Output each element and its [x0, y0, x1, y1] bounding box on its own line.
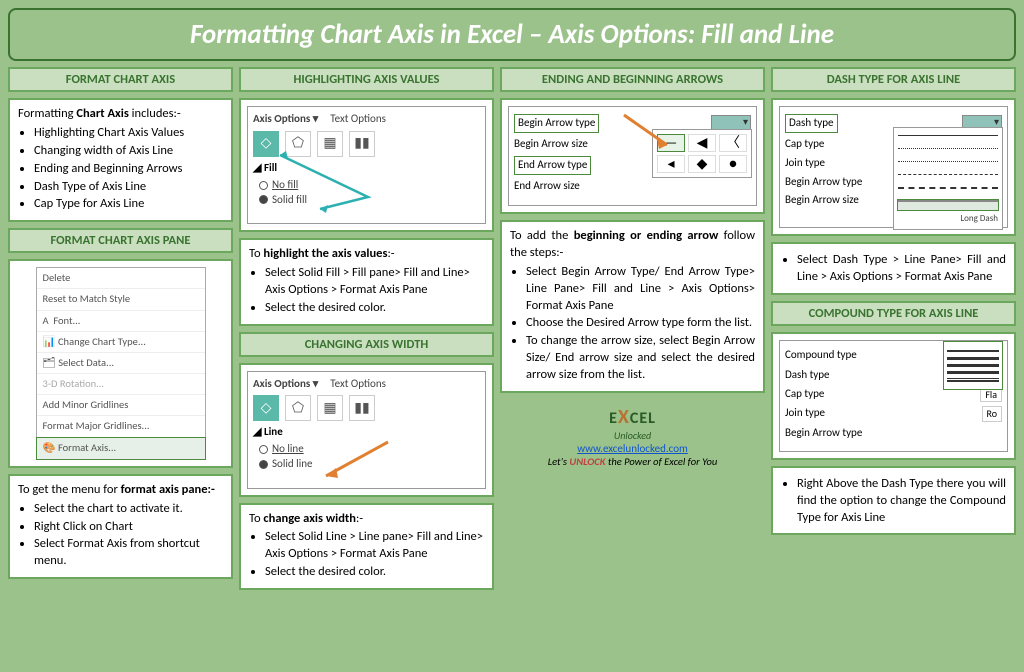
fill-line-icon[interactable]: ◇ [253, 395, 279, 421]
main-title-bar: Formatting Chart Axis in Excel – Axis Op… [8, 8, 1016, 61]
effects-icon[interactable]: ⬠ [285, 395, 311, 421]
radio-no-fill[interactable]: No fill [253, 178, 480, 193]
label-begin-arrow-size: Begin Arrow size [514, 137, 588, 152]
size-icon[interactable]: ▦ [317, 395, 343, 421]
radio-no-line[interactable]: No line [253, 442, 480, 457]
size-icon[interactable]: ▦ [317, 131, 343, 157]
context-menu: Delete Reset to Match Style A Font... 📊 … [36, 267, 206, 460]
dash-round-dot[interactable] [898, 148, 998, 158]
fill-line-icon[interactable]: ◇ [253, 131, 279, 157]
logo: EXCEL [500, 405, 765, 429]
compound-double[interactable] [947, 357, 999, 360]
label-end-arrow-size: End Arrow size [514, 179, 580, 194]
label-begin-arrow-type: Begin Arrow type [514, 114, 599, 133]
label-end-arrow-type: End Arrow type [514, 156, 591, 175]
effects-icon[interactable]: ⬠ [285, 131, 311, 157]
column-2: HIGHLIGHTING AXIS VALUES Axis Options ▾ … [239, 67, 494, 590]
body-format-chart-axis: Formatting Chart Axis includes:- Highlig… [8, 98, 233, 222]
body-format-axis-pane-steps: To get the menu for format axis pane:- S… [8, 474, 233, 579]
dash-dash-dot[interactable] [898, 187, 998, 197]
body-dash-type-steps: Select Dash Type > Line Pane> Fill and L… [771, 242, 1016, 295]
arrow-left-stealth[interactable]: ◂ [657, 155, 685, 173]
menu-3d-rotation: 3-D Rotation... [37, 374, 205, 395]
list-format-chart-axis: Highlighting Chart Axis Values Changing … [18, 125, 223, 213]
body-format-axis-pane: Delete Reset to Match Style A Font... 📊 … [8, 259, 233, 468]
chart-icon[interactable]: ▮▮ [349, 131, 375, 157]
chart-icon[interactable]: ▮▮ [349, 395, 375, 421]
header-compound-type: COMPOUND TYPE FOR AXIS LINE [771, 301, 1016, 326]
screenshot-compound-type: Compound type Dash type Cap typeFla Join… [771, 332, 1016, 460]
menu-reset[interactable]: Reset to Match Style [37, 289, 205, 310]
arrow-none[interactable]: — [657, 134, 685, 152]
dash-dropdown-list: Long Dash [893, 127, 1003, 230]
arrow-oval[interactable]: ● [719, 155, 747, 173]
body-arrows-steps: To add the beginning or ending arrow fol… [500, 220, 765, 393]
label-compound-type: Compound type [785, 348, 857, 363]
menu-select-data[interactable]: 🗂 Select Data... [37, 353, 205, 374]
fill-section: ◢ Fill [253, 161, 480, 176]
screenshot-arrows: Begin Arrow type Begin Arrow size End Ar… [500, 98, 765, 214]
content-grid: FORMAT CHART AXIS Formatting Chart Axis … [8, 67, 1016, 590]
compound-dropdown-list [943, 341, 1003, 390]
header-arrows: ENDING AND BEGINNING ARROWS [500, 67, 765, 92]
header-changing-width: CHANGING AXIS WIDTH [239, 332, 494, 357]
dash-dash[interactable] [898, 174, 998, 184]
arrow-left-open[interactable]: 〈 [719, 134, 747, 152]
icon-row: ◇ ⬠ ▦ ▮▮ [253, 131, 480, 157]
compound-thick-thin[interactable] [947, 364, 999, 367]
column-3: ENDING AND BEGINNING ARROWS Begin Arrow … [500, 67, 765, 590]
compound-single[interactable] [947, 350, 999, 352]
header-highlighting: HIGHLIGHTING AXIS VALUES [239, 67, 494, 92]
screenshot-dash-type: Dash type Cap type Join type Begin Arrow… [771, 98, 1016, 236]
dash-square-dot[interactable] [898, 161, 998, 171]
header-format-axis-pane: FORMAT CHART AXIS PANE [8, 228, 233, 253]
menu-font[interactable]: A Font... [37, 311, 205, 332]
website-link[interactable]: www.excelunlocked.com [577, 442, 688, 455]
menu-format-major-gridlines[interactable]: Format Major Gridlines... [37, 416, 205, 437]
body-highlighting-steps: To highlight the axis values:- Select So… [239, 238, 494, 326]
radio-solid-fill[interactable]: Solid fill [253, 193, 480, 208]
label-dash-type: Dash type [785, 114, 838, 133]
menu-format-axis[interactable]: 🎨 Format Axis... [37, 438, 205, 459]
arrow-left-fill[interactable]: ◀ [688, 134, 716, 152]
menu-change-chart-type[interactable]: 📊 Change Chart Type... [37, 332, 205, 353]
header-dash-type: DASH TYPE FOR AXIS LINE [771, 67, 1016, 92]
column-1: FORMAT CHART AXIS Formatting Chart Axis … [8, 67, 233, 590]
body-changing-width-steps: To change axis width:- Select Solid Line… [239, 503, 494, 591]
axis-tabs: Axis Options ▾ Text Options [253, 112, 480, 127]
screenshot-highlighting: Axis Options ▾ Text Options ◇ ⬠ ▦ ▮▮ ◢ F… [239, 98, 494, 232]
arrow-diamond[interactable]: ◆ [688, 155, 716, 173]
body-compound-type-steps: Right Above the Dash Type there you will… [771, 466, 1016, 536]
compound-triple[interactable] [947, 378, 999, 382]
header-format-chart-axis: FORMAT CHART AXIS [8, 67, 233, 92]
arrow-type-palette: — ◀ 〈 ◂ ◆ ● [652, 129, 752, 178]
menu-add-minor-gridlines[interactable]: Add Minor Gridlines [37, 395, 205, 416]
radio-solid-line[interactable]: Solid line [253, 457, 480, 472]
dash-long-dash[interactable] [898, 200, 998, 210]
column-4: DASH TYPE FOR AXIS LINE Dash type Cap ty… [771, 67, 1016, 590]
logo-area: EXCEL Unlocked www.excelunlocked.com Let… [500, 399, 765, 468]
screenshot-changing-width: Axis Options ▾Text Options ◇ ⬠ ▦ ▮▮ ◢ Li… [239, 363, 494, 497]
compound-thin-thick[interactable] [947, 371, 999, 374]
menu-delete[interactable]: Delete [37, 268, 205, 289]
dash-solid[interactable] [898, 135, 998, 145]
list-format-axis-pane: Select the chart to activate it. Right C… [18, 501, 223, 571]
main-title: Formatting Chart Axis in Excel – Axis Op… [24, 18, 1000, 51]
